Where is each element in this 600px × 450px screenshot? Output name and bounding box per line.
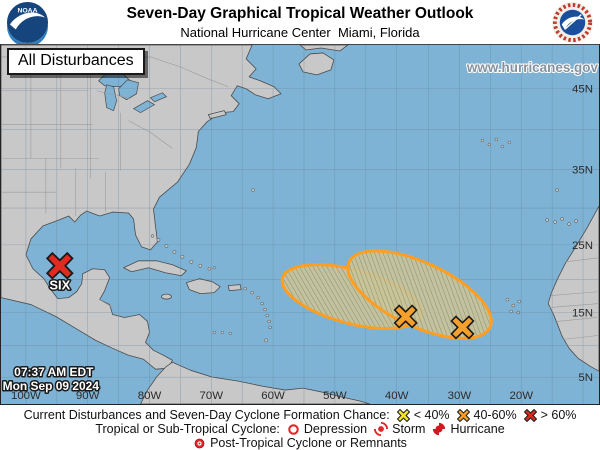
lat-label: 35N: [572, 164, 593, 176]
landmasses: [1, 45, 599, 404]
disturbance-six-label: SIX: [49, 278, 70, 293]
header-banner: NOAA Seven-Day Graphical Tropical Weathe…: [0, 0, 600, 44]
noaa-logo-icon: NOAA: [6, 1, 49, 44]
legend-item-post-tropical: Post-Tropical Cyclone or Remnants: [193, 436, 407, 450]
lon-label: 100W: [11, 390, 41, 402]
south-america: [140, 361, 371, 404]
lon-label: 60W: [261, 390, 285, 402]
timestamp-date: Mon Sep 09 2024: [3, 379, 100, 393]
legend-row-chances: Current Disturbances and Seven-Day Cyclo…: [0, 408, 600, 422]
legend-row-cyclones: Tropical or Sub-Tropical Cyclone: Depres…: [0, 422, 600, 436]
legend-medium-label: 40-60%: [473, 408, 517, 422]
legend-high-label: > 60%: [540, 408, 577, 422]
page-title: Seven-Day Graphical Tropical Weather Out…: [126, 5, 474, 22]
x-high-icon: [523, 408, 537, 422]
small-islands: [150, 137, 578, 343]
lat-label: 25N: [572, 240, 593, 252]
mode-label: All Disturbances: [18, 52, 134, 69]
x-low-icon: [396, 408, 410, 422]
cuba: [123, 260, 187, 277]
labrador: [299, 45, 349, 52]
political-borders: [1, 53, 599, 340]
north-america: [1, 45, 282, 370]
lat-label: 15N: [572, 307, 593, 319]
long-island: [207, 110, 227, 119]
legend-item-depression: Depression: [287, 422, 367, 436]
post-tropical-icon: [194, 438, 205, 448]
puerto-rico: [227, 284, 242, 292]
disturbance-marker-six[interactable]: [45, 251, 74, 280]
depression-icon: [288, 423, 299, 435]
storm-icon: [374, 422, 389, 436]
great-lakes: [98, 72, 168, 114]
newfoundland: [298, 52, 335, 76]
x-medium-icon: [456, 408, 470, 422]
legend-item-low: < 40%: [396, 408, 450, 422]
lon-label: 20W: [509, 390, 533, 402]
lon-label: 70W: [200, 390, 224, 402]
lon-label: 90W: [76, 390, 100, 402]
hispaniola: [185, 278, 221, 295]
svg-text:NOAA: NOAA: [17, 8, 37, 15]
jamaica: [161, 293, 172, 300]
legend-item-storm: Storm: [374, 422, 425, 436]
legend-hurricane-label: Hurricane: [450, 422, 505, 436]
disturbance-marker-3[interactable]: [450, 315, 475, 340]
lon-label: 40W: [385, 390, 409, 402]
legend-post-tropical-label: Post-Tropical Cyclone or Remnants: [210, 436, 407, 450]
legend-row2-label: Tropical or Sub-Tropical Cyclone:: [95, 422, 280, 436]
legend-item-hurricane: Hurricane: [432, 422, 505, 436]
legend-item-medium: 40-60%: [456, 408, 517, 422]
latitude-labels: 45N 35N 25N 15N 5N: [572, 84, 593, 384]
lat-label: 5N: [578, 372, 593, 384]
watermark: www.hurricanes.gov: [466, 60, 599, 75]
page-subtitle: National Hurricane Center Miami, Florida: [180, 25, 420, 40]
lat-label: 45N: [572, 84, 593, 96]
hurricane-icon: [433, 422, 446, 436]
timestamp-time: 07:37 AM EDT: [14, 365, 94, 379]
legend-storm-label: Storm: [392, 422, 426, 436]
legend-row-post-tropical: Post-Tropical Cyclone or Remnants: [0, 436, 600, 450]
legend: Current Disturbances and Seven-Day Cyclo…: [0, 405, 600, 450]
outlook-map[interactable]: SIX www.hurricanes.gov 07:37 AM EDT Mon …: [0, 44, 600, 405]
disturbance-marker-2[interactable]: [393, 304, 418, 329]
legend-item-high: > 60%: [523, 408, 577, 422]
africa: [547, 205, 599, 372]
lon-label: 50W: [323, 390, 347, 402]
nws-logo-icon: [551, 1, 594, 44]
legend-row1-label: Current Disturbances and Seven-Day Cyclo…: [23, 408, 390, 422]
longitude-labels: 100W 90W 80W 70W 60W 50W 40W 30W 20W: [11, 390, 533, 402]
map-canvas[interactable]: SIX www.hurricanes.gov 07:37 AM EDT Mon …: [1, 45, 599, 404]
lon-label: 30W: [448, 390, 472, 402]
mode-label-box: All Disturbances: [7, 48, 145, 75]
lon-label: 80W: [138, 390, 162, 402]
legend-low-label: < 40%: [413, 408, 450, 422]
legend-depression-label: Depression: [303, 422, 368, 436]
